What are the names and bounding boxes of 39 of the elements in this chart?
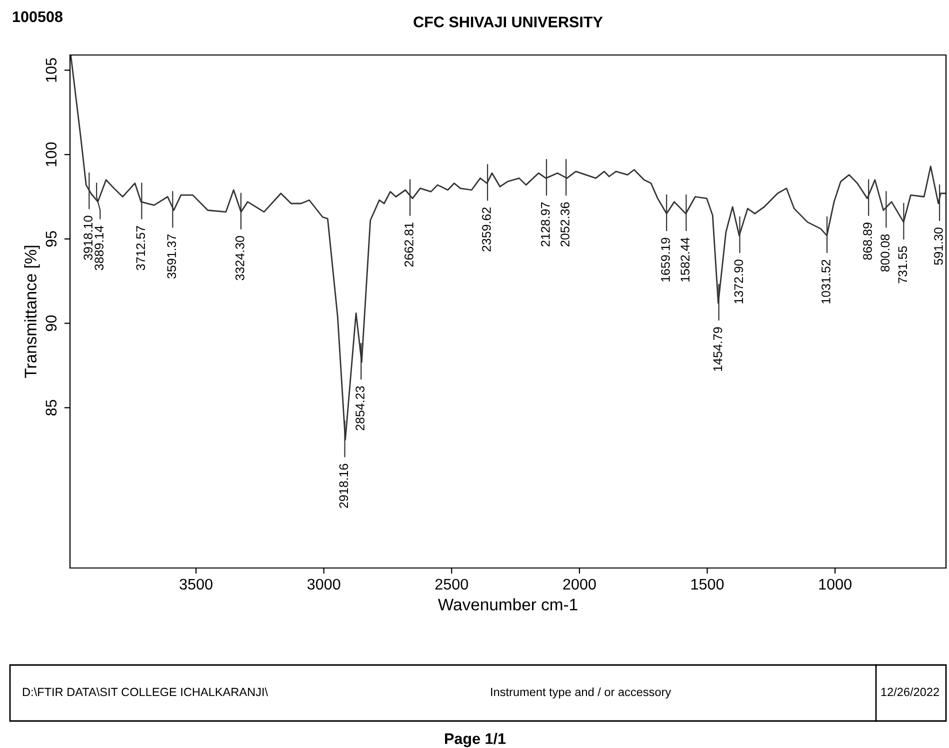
annotation: 3591.37 (167, 234, 176, 279)
annotation: 3889.14 (94, 226, 104, 270)
annotation: 800.08 (880, 234, 890, 272)
annotation: 1659.19 (661, 238, 670, 282)
x-tick-label: 2500 (435, 578, 468, 590)
annotation: 591.30 (934, 228, 943, 265)
x-tick-label: 1000 (819, 578, 852, 590)
y-tick-label: 105 (46, 58, 57, 82)
x-tick-label: 3500 (180, 578, 212, 590)
annotation: 3324.30 (235, 236, 244, 280)
x-tick-label: 2000 (563, 578, 596, 590)
annotation: 2052.36 (560, 202, 570, 246)
y-axis-title: Transmittance [%] (24, 246, 40, 378)
text: 100508 (12, 11, 63, 22)
annotation: 2662.81 (404, 222, 414, 267)
x-tick-label: 3000 (307, 578, 340, 590)
annotation: 2918.16 (339, 464, 348, 508)
x-tick-label: 1500 (691, 578, 724, 590)
annotation: 3918.10 (84, 216, 92, 260)
annotation: 1454.79 (713, 327, 722, 371)
annotation: 731.55 (898, 246, 908, 284)
chart-title: CFC SHIVAJI UNIVERSITY (414, 16, 603, 28)
annotation: 3712.57 (136, 226, 146, 270)
text: Instrument type and / or accessory (491, 687, 672, 699)
annotation: 1031.52 (822, 260, 830, 304)
annotation: 2854.23 (356, 386, 364, 430)
text: Page 1/1 (445, 732, 506, 748)
y-tick-label: 90 (46, 315, 57, 332)
text: 12/26/2022 (881, 687, 939, 696)
annotation: 868.89 (863, 222, 872, 260)
y-tick-label: 100 (46, 142, 57, 166)
y-tick-label: 85 (46, 400, 57, 416)
annotation: 2128.97 (540, 202, 550, 246)
y-tick-label: 95 (46, 231, 57, 247)
annotation: 1582.44 (680, 238, 690, 282)
text: D:\FTIR DATA\SIT COLLEGE ICHALKARANJI\ (22, 687, 268, 696)
x-axis-title: Wavenumber cm-1 (438, 598, 578, 610)
annotation: 1372.90 (734, 260, 744, 304)
annotation: 2359.62 (482, 208, 491, 252)
